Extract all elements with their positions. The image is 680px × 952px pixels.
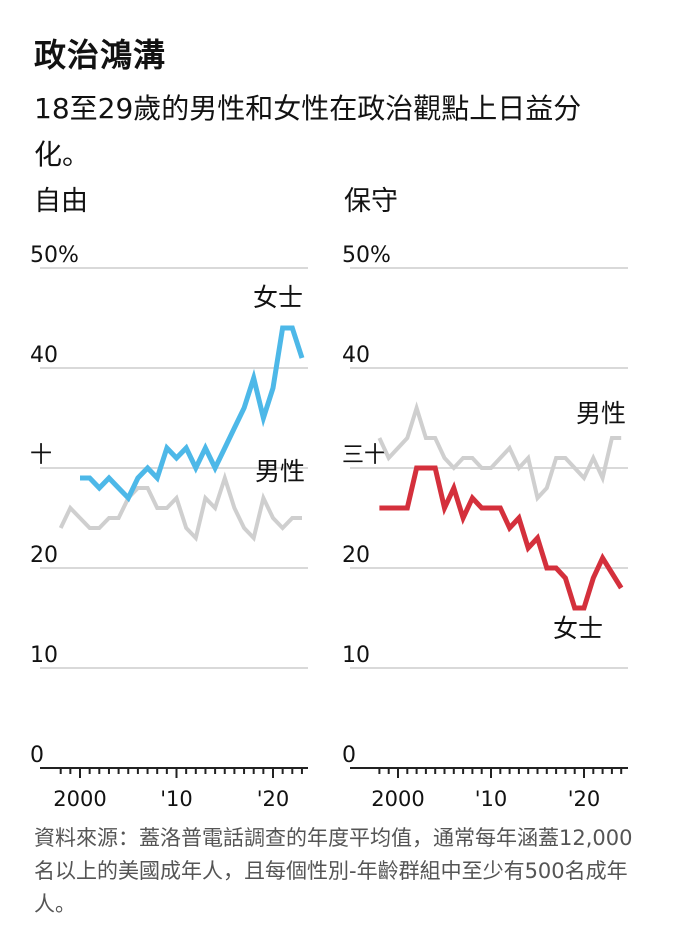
series-line-men — [58, 471, 302, 543]
y-tick-label: 40 — [342, 343, 370, 368]
panel-title: 保守 — [344, 186, 398, 217]
chart-area: 自由01020十4050%2000'10'20女士男性保守01020三十4050… — [30, 186, 628, 811]
y-tick-label: 40 — [30, 343, 58, 368]
series-label-women: 女士 — [253, 283, 303, 312]
x-tick-label: '20 — [257, 787, 290, 811]
panel-title: 自由 — [34, 186, 88, 217]
x-tick-label: 2000 — [371, 787, 424, 811]
y-tick-label: 20 — [342, 543, 370, 568]
series-label-men: 男性 — [255, 457, 305, 486]
y-tick-label: 10 — [342, 643, 370, 668]
panel-conservative: 保守 0 10 20 三十 40 50% 2000 '10 '20 女士 男性 — [342, 186, 628, 811]
y-tick-label: 0 — [30, 743, 44, 768]
source-note: 資料來源：蓋洛普電話調查的年度平均值，通常每年涵蓋12,000名以上的美國成年人… — [34, 826, 633, 916]
y-tick-label: 三十 — [342, 443, 386, 468]
x-tick-label: '20 — [568, 787, 601, 811]
x-tick-label: '10 — [160, 787, 193, 811]
series-line-women — [379, 465, 624, 611]
y-tick-label: 10 — [30, 643, 58, 668]
x-tick-label: '10 — [475, 787, 508, 811]
chart-subtitle: 18至29歲的男性和女性在政治觀點上日益分化。 — [34, 92, 582, 171]
series-label-women: 女士 — [553, 614, 603, 643]
y-tick-label: 十 — [30, 443, 52, 468]
series-line-men — [377, 401, 622, 503]
series-line-women — [80, 325, 305, 503]
series-label-men: 男性 — [576, 399, 626, 428]
chart-title: 政治鴻溝 — [34, 36, 167, 74]
y-tick-label: 0 — [342, 743, 356, 768]
y-tick-label: 50% — [342, 243, 391, 268]
x-tick-label: 2000 — [53, 787, 106, 811]
y-tick-label: 20 — [30, 543, 58, 568]
y-tick-label: 50% — [30, 243, 79, 268]
